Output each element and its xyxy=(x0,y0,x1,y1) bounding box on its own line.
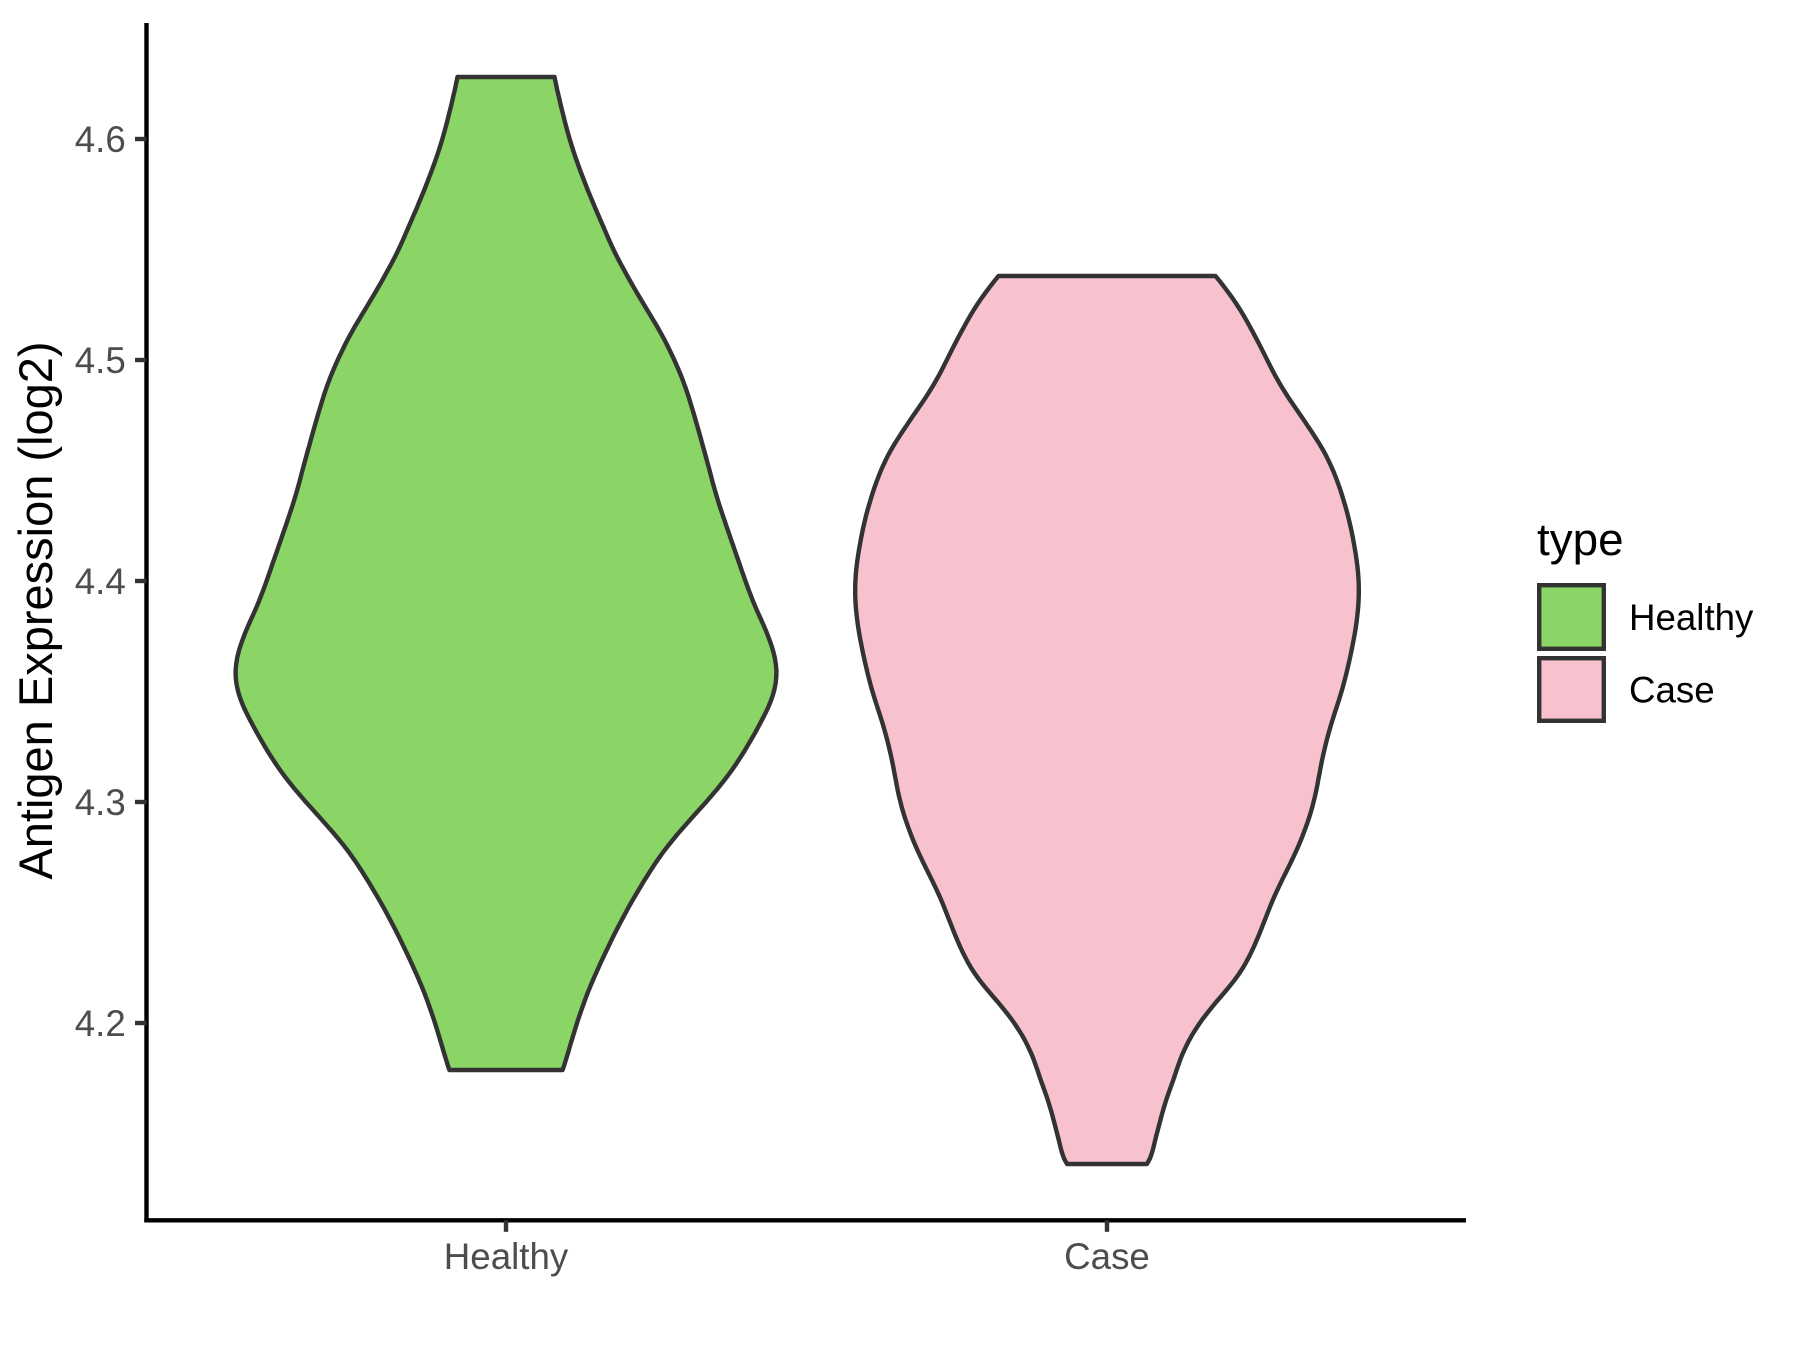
svg-text:Healthy: Healthy xyxy=(444,1236,569,1277)
svg-text:4.2: 4.2 xyxy=(75,1003,126,1044)
svg-text:4.3: 4.3 xyxy=(75,782,126,823)
svg-text:4.4: 4.4 xyxy=(75,561,126,602)
svg-text:Case: Case xyxy=(1064,1236,1150,1277)
svg-text:type: type xyxy=(1537,514,1624,565)
svg-text:4.5: 4.5 xyxy=(75,340,126,381)
svg-text:Healthy: Healthy xyxy=(1629,597,1754,638)
svg-text:Case: Case xyxy=(1629,669,1715,710)
svg-text:Antigen Expression (log2): Antigen Expression (log2) xyxy=(9,341,62,879)
svg-text:4.6: 4.6 xyxy=(75,119,126,160)
